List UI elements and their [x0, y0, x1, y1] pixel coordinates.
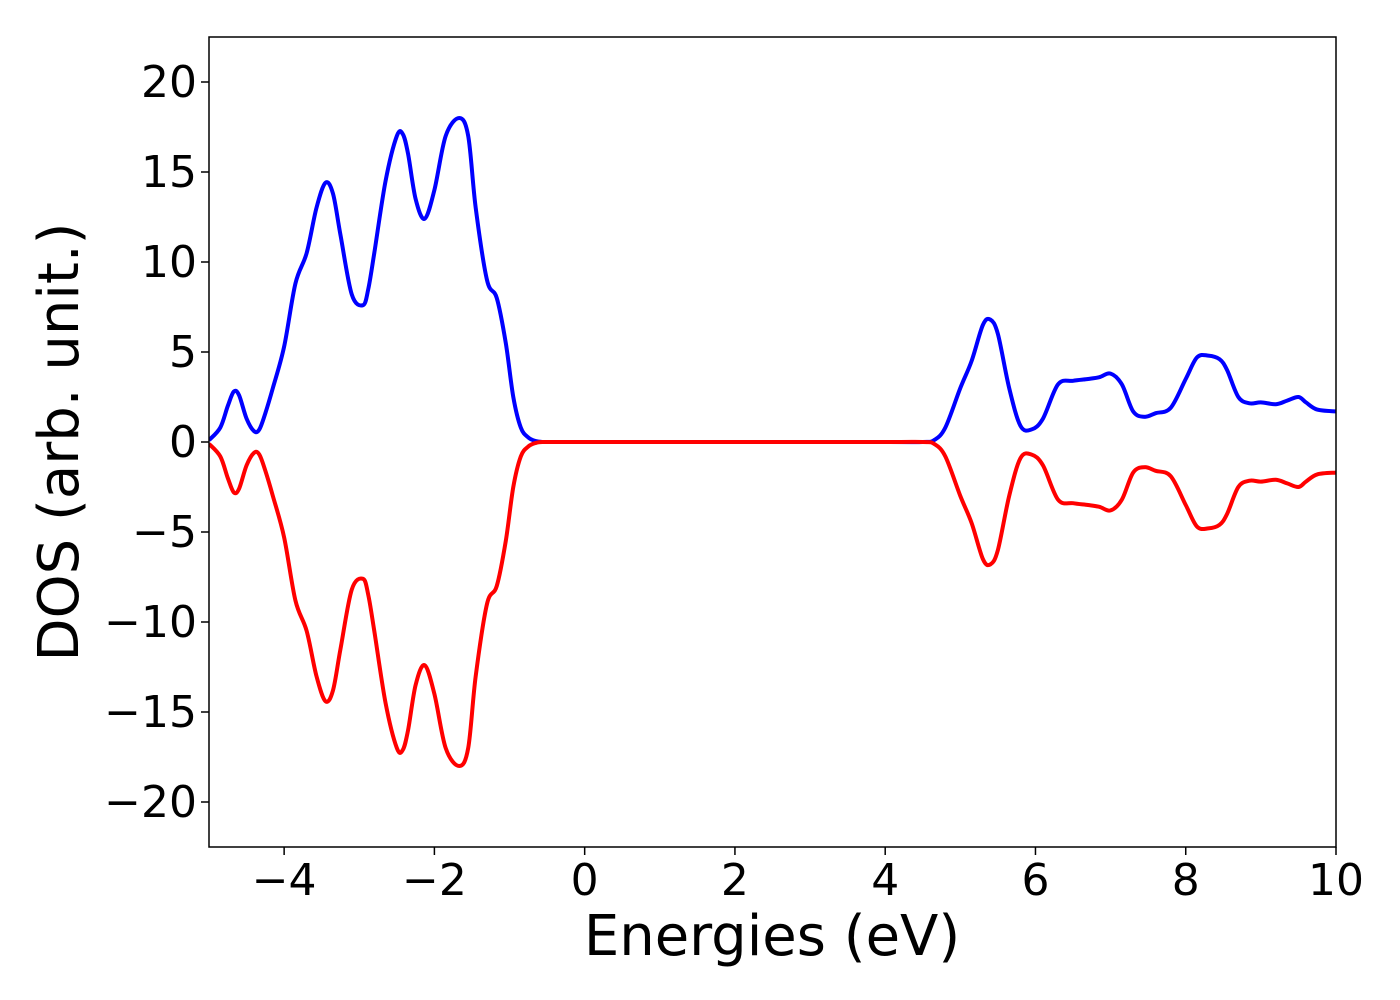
- y-tick-label: −10: [104, 597, 197, 648]
- x-tick-label: −2: [402, 855, 467, 906]
- y-tick-label: −15: [104, 687, 197, 738]
- x-tick-label: 10: [1308, 855, 1364, 906]
- x-tick-label: 0: [571, 855, 599, 906]
- x-tick-label: 6: [1021, 855, 1049, 906]
- y-tick-label: 0: [169, 417, 197, 468]
- series-line-2: [209, 439, 1336, 768]
- series-line-1: [209, 116, 1336, 445]
- x-tick-label: 4: [871, 855, 899, 906]
- y-tick-label: 20: [141, 57, 197, 108]
- x-tick-label: 8: [1172, 855, 1200, 906]
- y-axis-label: DOS (arb. unit.): [27, 222, 92, 661]
- x-tick-label: −4: [252, 855, 317, 906]
- y-tick-label: −20: [104, 777, 197, 828]
- y-axis: −20 −15 −10 −5 0 5 10 15 20: [104, 57, 209, 828]
- x-axis-label: Energies (eV): [584, 904, 960, 969]
- x-axis: −4 −2 0 2 4 6 8 10: [252, 847, 1364, 906]
- series-layer: [209, 116, 1336, 768]
- y-tick-label: 10: [141, 237, 197, 288]
- y-tick-label: 15: [141, 147, 197, 198]
- x-tick-label: 2: [721, 855, 749, 906]
- y-tick-label: 5: [169, 327, 197, 378]
- y-tick-label: −5: [132, 507, 197, 558]
